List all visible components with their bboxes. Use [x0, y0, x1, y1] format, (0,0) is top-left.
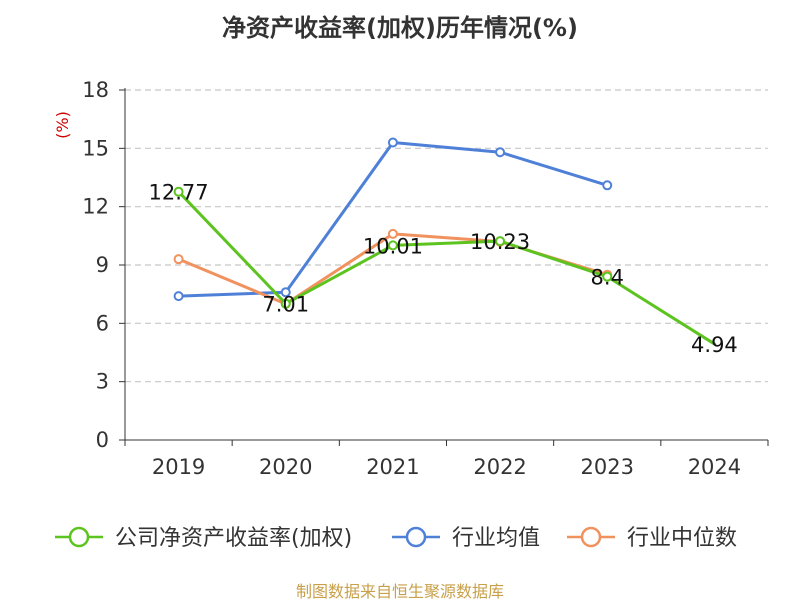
series-point-1: [495, 147, 506, 158]
data-label: 10.23: [470, 230, 530, 254]
series-line-1: [177, 141, 609, 298]
legend-label: 行业均值: [452, 526, 540, 551]
series-point-2: [387, 228, 398, 239]
legend-marker-0: [68, 526, 90, 548]
y-tick-label: 6: [96, 311, 109, 335]
series-point-1: [173, 291, 184, 302]
legend-marker-2: [580, 526, 602, 548]
legend-label: 行业中位数: [627, 526, 737, 551]
legend-marker-1: [405, 526, 427, 548]
series-point-2: [173, 254, 184, 265]
x-tick-label: 2024: [688, 455, 741, 479]
x-tick-label: 2020: [259, 455, 312, 479]
data-label: 12.77: [149, 181, 209, 205]
series-point-0: [280, 298, 291, 309]
y-tick-label: 18: [82, 78, 109, 102]
legend-label: 公司净资产收益率(加权): [115, 526, 352, 551]
y-tick-label: 3: [96, 370, 109, 394]
series-point-1: [387, 137, 398, 148]
series-point-1: [280, 287, 291, 298]
data-label: 10.01: [363, 234, 423, 258]
y-tick-label: 0: [96, 428, 109, 452]
x-tick-label: 2019: [152, 455, 205, 479]
series-point-1: [602, 180, 613, 191]
x-tick-label: 2023: [581, 455, 634, 479]
series-line-0: [177, 190, 716, 346]
y-tick-label: 15: [82, 136, 109, 160]
chart-title: 净资产收益率(加权)历年情况(%): [222, 14, 578, 42]
series-point-0: [495, 236, 506, 247]
data-label: 7.01: [262, 293, 309, 317]
data-label: 8.4: [591, 266, 624, 290]
x-tick-label: 2021: [366, 455, 419, 479]
y-tick-label: 12: [82, 195, 109, 219]
data-label: 4.94: [691, 333, 738, 357]
series-point-0: [602, 271, 613, 282]
source-note: 制图数据来自恒生聚源数据库: [295, 582, 504, 601]
series-point-0: [387, 240, 398, 251]
series-point-0: [173, 186, 184, 197]
x-tick-label: 2022: [473, 455, 526, 479]
y-tick-label: 9: [96, 253, 109, 277]
y-axis-label: (%): [53, 111, 72, 139]
